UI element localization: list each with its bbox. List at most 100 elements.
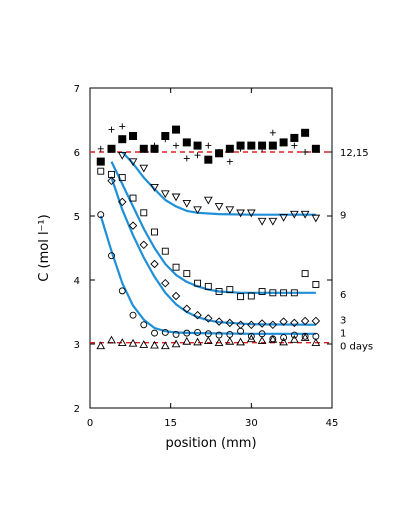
point-s0-8 — [182, 336, 192, 345]
point-s2-9 — [204, 314, 213, 323]
point-s3-18 — [290, 289, 298, 297]
point-s2-17 — [290, 318, 299, 328]
point-s0-10 — [203, 336, 213, 345]
x-tick-label-1: 15 — [164, 418, 177, 429]
point-s2-13 — [247, 320, 256, 330]
reference-lines — [90, 151, 332, 344]
point-s3-7 — [172, 263, 180, 271]
point-s1-12 — [226, 330, 234, 338]
point-s5-9 — [194, 152, 201, 159]
point-s3-9 — [194, 279, 202, 287]
point-s2-5 — [161, 278, 170, 288]
point-s1-1 — [108, 252, 115, 260]
point-s2-12 — [236, 320, 245, 330]
point-s4-3 — [150, 183, 159, 192]
point-filled-s5-1 — [107, 144, 116, 153]
point-s4-6 — [182, 199, 192, 208]
point-filled-s5-10 — [204, 155, 213, 164]
point-s2-19 — [311, 316, 321, 326]
point-s0-17 — [279, 337, 288, 346]
point-s0-13 — [236, 337, 245, 346]
point-s1-16 — [269, 335, 277, 343]
series-label-2: 6 — [340, 290, 346, 301]
point-s2-7 — [182, 304, 192, 314]
point-s5-10 — [205, 142, 212, 149]
series-label-1: 9 — [340, 211, 346, 222]
point-s0-3 — [128, 338, 138, 347]
point-filled-s5-16 — [268, 141, 277, 150]
point-s1-14 — [247, 332, 255, 340]
point-s2-4 — [150, 259, 159, 269]
point-s4-1 — [128, 158, 138, 167]
point-s0-20 — [311, 338, 321, 346]
point-s1-11 — [215, 331, 223, 339]
point-filled-s5-13 — [236, 141, 245, 150]
point-s0-4 — [139, 340, 149, 348]
point-filled-s5-3 — [129, 132, 138, 140]
y-tick-label-3: 5 — [74, 212, 80, 223]
point-s2-8 — [193, 310, 202, 320]
point-s1-4 — [140, 321, 148, 329]
point-s4-14 — [268, 217, 278, 226]
point-s1-8 — [183, 329, 191, 337]
point-s1-2 — [118, 287, 126, 295]
point-s4-17 — [300, 210, 310, 219]
point-s5-1 — [108, 126, 115, 133]
point-s1-9 — [194, 329, 202, 336]
point-filled-s5-14 — [247, 141, 256, 150]
point-s4-8 — [203, 196, 213, 205]
point-filled-s5-17 — [279, 138, 288, 147]
point-filled-s5-0 — [96, 157, 105, 166]
point-filled-s5-18 — [290, 133, 299, 142]
fit-curve-2 — [110, 177, 316, 326]
point-s3-3 — [129, 194, 137, 202]
point-s3-0 — [97, 167, 105, 175]
point-s4-16 — [289, 210, 299, 219]
y-tick-label-2: 4 — [74, 276, 80, 287]
point-s4-0 — [117, 151, 127, 160]
x-tick-label-0: 0 — [87, 418, 93, 429]
x-axis-title: position (mm) — [165, 436, 256, 451]
fit-curve-1 — [99, 215, 316, 335]
point-s0-2 — [117, 338, 127, 346]
point-s3-12 — [226, 286, 234, 294]
point-s1-20 — [312, 332, 320, 340]
point-s0-7 — [171, 339, 181, 348]
point-s3-13 — [237, 293, 245, 301]
point-s3-16 — [269, 289, 277, 297]
point-s1-18 — [290, 331, 298, 339]
point-s3-4 — [140, 209, 148, 217]
point-s3-2 — [118, 174, 126, 182]
point-s3-5 — [151, 228, 158, 236]
y-tick-label-0: 2 — [74, 404, 80, 415]
point-s1-5 — [151, 329, 158, 337]
point-s4-12 — [246, 209, 256, 218]
fit-curves — [99, 151, 316, 335]
point-s3-20 — [312, 281, 320, 288]
point-s2-16 — [279, 317, 288, 326]
point-s0-12 — [225, 336, 235, 345]
point-s4-7 — [193, 206, 202, 215]
point-s1-19 — [301, 332, 309, 340]
point-s1-7 — [172, 330, 180, 338]
point-s4-5 — [171, 193, 181, 202]
point-s5-8 — [183, 155, 190, 162]
point-s3-19 — [301, 270, 309, 278]
point-s5-19 — [302, 149, 309, 155]
point-s5-7 — [173, 142, 180, 149]
point-filled-s5-2 — [118, 135, 127, 144]
point-s2-15 — [268, 320, 278, 330]
point-s4-2 — [139, 164, 149, 173]
point-filled-s5-20 — [311, 144, 320, 153]
point-s2-3 — [139, 240, 149, 250]
point-filled-s5-6 — [161, 132, 170, 140]
series-label-4: 1 — [340, 328, 346, 339]
series-label-0: 12,15 — [340, 148, 369, 159]
point-s3-10 — [204, 282, 212, 290]
point-s5-12 — [226, 158, 233, 165]
point-s0-9 — [193, 337, 202, 346]
point-filled-s5-9 — [193, 141, 202, 150]
point-filled-s5-5 — [150, 144, 159, 153]
point-s2-0 — [107, 176, 116, 186]
